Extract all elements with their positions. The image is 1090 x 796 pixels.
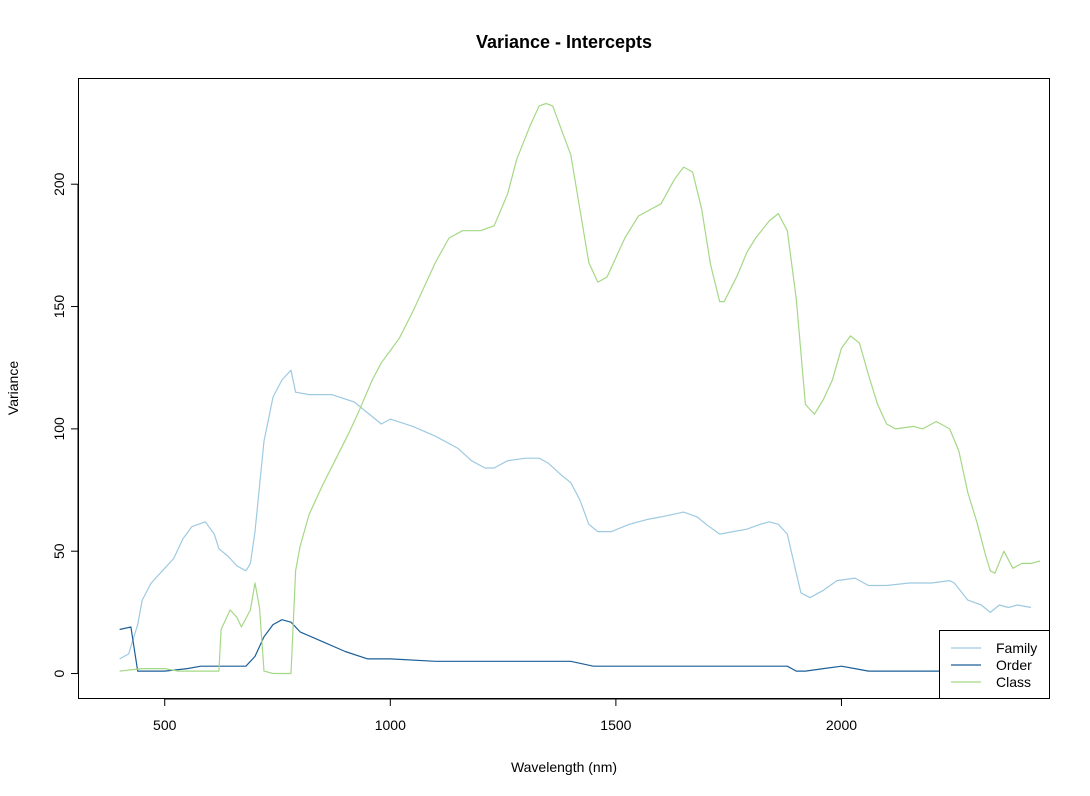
x-tick-label: 2000: [826, 717, 857, 733]
series-layer: [119, 102, 1041, 675]
x-tick-label: 500: [153, 717, 177, 733]
series-line-order: [119, 619, 1031, 672]
y-tick-label: 100: [51, 417, 67, 441]
x-axis: 500 1000 1500 2000: [153, 698, 857, 733]
y-axis: 0 50 100 150 200: [51, 172, 79, 677]
series-line-class: [119, 102, 1041, 675]
y-tick-label: 200: [51, 172, 67, 196]
y-tick-label: 150: [51, 295, 67, 319]
legend-label-order: Order: [996, 657, 1032, 673]
y-axis-label: Variance: [5, 361, 21, 415]
legend-label-family: Family: [996, 640, 1037, 656]
legend-label-class: Class: [996, 674, 1031, 690]
x-tick-label: 1500: [600, 717, 631, 733]
y-tick-label: 50: [51, 543, 67, 559]
x-axis-label: Wavelength (nm): [511, 759, 617, 775]
chart-title: Variance - Intercepts: [476, 32, 652, 52]
y-tick-label: 0: [51, 669, 67, 677]
series-line-family: [119, 369, 1032, 660]
x-tick-label: 1000: [375, 717, 406, 733]
